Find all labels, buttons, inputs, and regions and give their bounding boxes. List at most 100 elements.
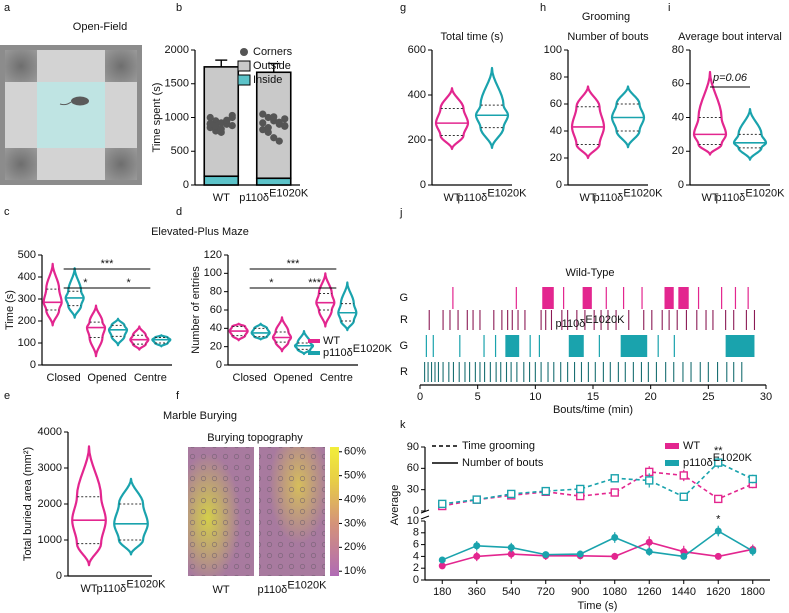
row-label: G [399,292,408,304]
x-tick-label: 10 [529,391,541,403]
marker [576,550,584,558]
x-tick-label: 15 [587,391,599,403]
violin [250,322,271,341]
x-tick-label-superscript: E1020K [287,580,327,592]
marker [610,474,619,483]
y-tick-label: 1500 [165,78,189,90]
y-tick-label: 80 [672,44,684,56]
corner-point [270,113,278,121]
x-tick-label: p110δ [716,192,746,204]
significance-label: * [269,277,274,289]
bout [505,335,520,357]
corner-point [206,113,214,122]
group-title: p110δ [556,318,586,330]
bout [538,335,540,357]
corner-point [206,119,214,128]
x-tick-label: Closed [47,372,81,384]
y-tick-label: 40 [550,125,562,137]
x-tick-label: WT [80,583,97,595]
significance-label: * [127,277,132,289]
legend-swatch [665,443,679,449]
marker [610,488,619,497]
panel-letter: h [540,2,546,14]
y-tick-label: 60 [407,462,419,474]
y-tick-label: 60 [210,304,222,316]
panel-letter: f [176,390,180,402]
y-tick-label: 40 [672,111,684,123]
marker [714,494,723,504]
x-axis-label: Time (s) [578,600,618,612]
bout [641,287,643,309]
x-tick-label: 30 [760,391,772,403]
y-axis-label: Average [389,485,401,526]
row-label: R [400,314,408,326]
marker [438,499,447,509]
corner-point [212,122,220,130]
group-title: Wild-Type [566,267,615,279]
marker [438,556,446,564]
violin [42,262,63,327]
colorbar-tick-label: 60% [344,446,366,458]
marker [714,458,723,467]
violin [85,304,107,358]
violin [570,85,606,160]
y-tick-label: 0 [556,179,562,191]
x-tick-label: Closed [233,372,267,384]
corner-point [228,111,236,120]
bout [568,335,584,357]
marker [679,492,688,501]
series-line [442,461,754,505]
marker [473,542,481,550]
y-tick-label: 500 [171,145,189,157]
legend-label: Number of bouts [462,457,544,469]
y-tick-label: 20 [672,145,684,157]
bout [747,287,749,309]
legend-swatch [308,339,320,343]
marker [576,484,585,494]
colorbar-tick-label: 30% [344,517,366,529]
bout [725,335,755,357]
series-line [442,541,753,567]
legend-swatch [665,460,679,466]
y-tick-label: 200 [408,134,426,146]
x-tick-label: 1800 [741,586,765,598]
x-tick-label-superscript: E1020K [623,188,663,200]
axis-break [420,509,430,514]
x-tick-label: 180 [433,586,451,598]
bout [697,287,700,309]
marker [645,538,653,546]
x-tick-label: 540 [502,586,520,598]
corner-point [281,122,289,130]
row-label: R [400,366,408,378]
bout [678,287,689,309]
y-axis-label: Time (s) [4,290,16,330]
legend-label: p110δ [683,457,713,469]
bout [515,287,517,309]
corner-point [259,119,267,127]
colorbar [330,447,339,576]
corner-point [259,126,267,134]
annotation: p=0.06 [712,72,748,84]
y-tick-label: 500 [18,249,36,261]
x-tick-label: Centre [320,372,353,384]
x-tick-label: WT [443,192,460,204]
series-line [442,471,754,507]
marker [438,562,446,570]
marker [473,552,481,560]
corner-point [264,124,272,132]
legend-label: WT [323,335,340,347]
bout [598,335,600,357]
x-tick-label: p110δ [97,583,127,595]
bout [582,287,592,309]
y-tick-label: 4 [413,550,419,562]
significance-label: *** [101,258,115,270]
y-tick-label: 0 [183,179,189,191]
legend-swatch [308,351,320,355]
x-tick-label-superscript: E1020K [269,188,309,200]
corner-point [275,137,283,145]
violin [271,316,293,353]
x-tick-label: Opened [273,372,312,384]
group-title-superscript: E1020K [585,314,625,326]
panel-letter: b [176,2,182,14]
